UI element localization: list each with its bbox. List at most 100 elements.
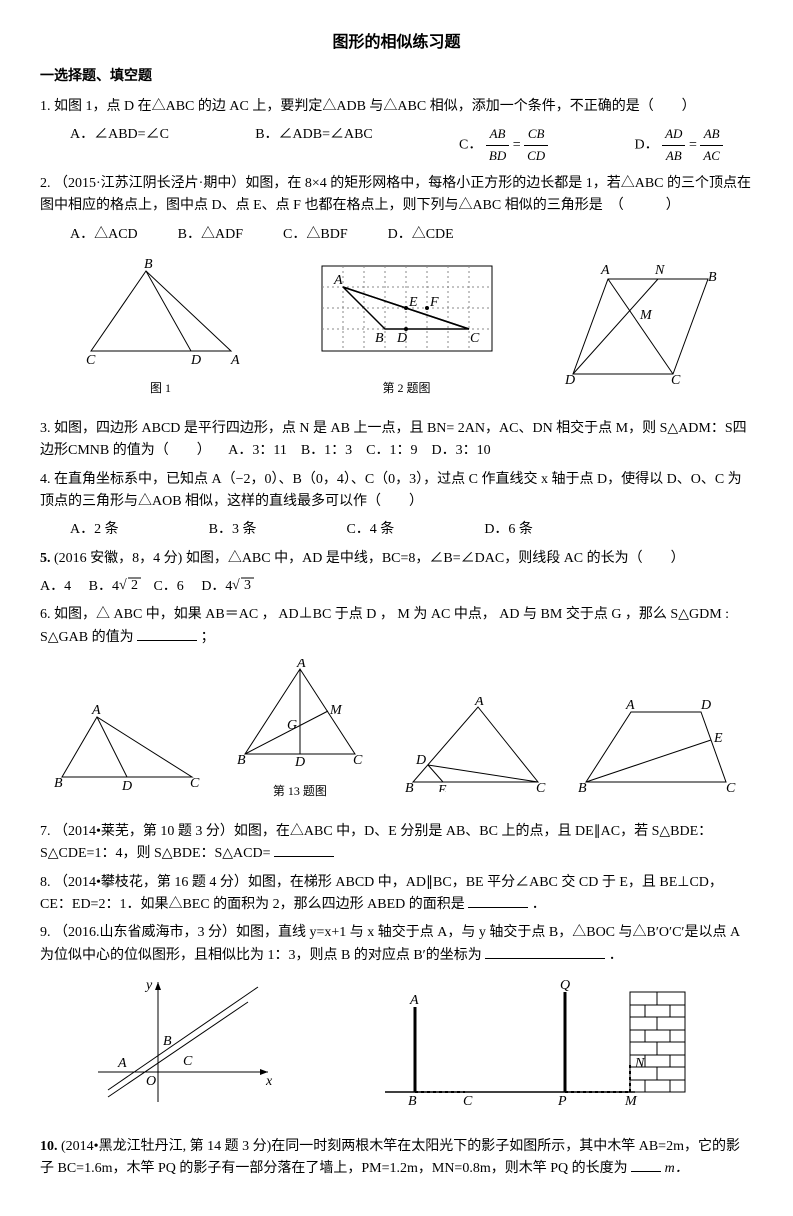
q4-optD: D．6 条 [484, 519, 533, 541]
fig-q10-svg: ABC QPMN [375, 977, 705, 1107]
q10-unit: m． [665, 1161, 689, 1176]
svg-text:A: A [474, 697, 484, 709]
svg-text:C: C [463, 1094, 473, 1107]
fig-q10: ABC QPMN [375, 977, 705, 1115]
q4-optA: A．2 条 [70, 519, 119, 541]
q1-num: 1. [40, 99, 51, 114]
frac-n: AB [700, 124, 723, 146]
q1: 1. 如图 1，点 D 在△ABC 的边 AC 上，要判定△ADB 与△ABC … [40, 96, 753, 118]
q4-options: A．2 条 B．3 条 C．4 条 D．6 条 [70, 519, 753, 541]
frac-n: AB [486, 124, 509, 146]
fig-q9-svg: Oxy ABC [88, 977, 278, 1107]
svg-text:P: P [557, 1094, 567, 1107]
q7-blank [274, 856, 334, 857]
frac-d: BD [486, 146, 509, 167]
figure-row-2: ABDC ABDC MG 第 13 题图 ABC DE ADBCE [40, 659, 753, 801]
section-heading: 一选择题、填空题 [40, 66, 753, 88]
q2-text: （2015·江苏江阴长泾片·期中）如图，在 8×4 的矩形网格中，每格小正方形的… [40, 176, 751, 213]
q2-options: A．△ACD B．△ADF C．△BDF D．△CDE [70, 224, 753, 246]
svg-text:N: N [634, 1056, 645, 1071]
q2-optB: B．△ADF [178, 224, 243, 246]
svg-text:A: A [296, 659, 306, 671]
svg-text:B: B [708, 270, 717, 285]
q2-optD: D．△CDE [388, 224, 454, 246]
fig3-svg: ANB DCM [563, 259, 723, 389]
q1-text: 如图 1，点 D 在△ABC 的边 AC 上，要判定△ADB 与△ABC 相似，… [54, 99, 696, 114]
frac-n: CB [524, 124, 548, 146]
doc-title: 图形的相似练习题 [40, 30, 753, 56]
svg-text:M: M [624, 1094, 638, 1107]
svg-text:C: C [726, 781, 736, 792]
svg-text:D: D [121, 779, 132, 792]
frac-d: CD [524, 146, 548, 167]
q5-text: (2016 安徽，8，4 分) 如图，△ABC 中，AD 是中线，BC=8，∠B… [54, 551, 685, 566]
svg-text:A: A [625, 698, 635, 713]
q5b1: B．4 [89, 579, 119, 594]
svg-text:D: D [396, 331, 407, 346]
svg-text:A: A [600, 263, 610, 278]
q10-num: 10. [40, 1139, 58, 1154]
svg-text:O: O [146, 1074, 156, 1089]
fig3-parallelogram: ANB DCM [563, 259, 723, 397]
svg-text:x: x [265, 1074, 273, 1089]
q5: 5. (2016 安徽，8，4 分) 如图，△ABC 中，AD 是中线，BC=8… [40, 548, 753, 570]
svg-text:D: D [564, 373, 575, 388]
q3-optC: C．1：9 [366, 443, 417, 458]
frac-d: AB [662, 146, 685, 167]
sqv: 2 [131, 578, 138, 592]
q1-optC-pre: C． [459, 138, 482, 153]
q1-options: A．∠ABD=∠C B．∠ADB=∠ABC C． ABBD = CBCD D． … [70, 124, 723, 167]
q9-text: （2016.山东省威海市，3 分）如图，直线 y=x+1 与 x 轴交于点 A，… [40, 925, 739, 962]
q7-text: （2014•莱芜，第 10 题 3 分）如图，在△ABC 中，D、E 分别是 A… [40, 824, 712, 861]
svg-text:C: C [536, 781, 546, 792]
svg-text:E: E [713, 731, 723, 746]
svg-text:D: D [700, 698, 711, 713]
q10-blank [631, 1171, 661, 1172]
svg-text:√: √ [119, 578, 127, 592]
q5-optC: C．6 [153, 579, 183, 594]
svg-text:A: A [117, 1056, 127, 1071]
q8-num: 8. [40, 875, 51, 890]
frac-d: AC [700, 146, 723, 167]
fig2-label: 第 2 题图 [312, 379, 502, 398]
q9-post: ． [609, 948, 623, 963]
svg-text:D: D [415, 753, 426, 768]
fig-q7: ABC DE [398, 697, 548, 800]
svg-text:N: N [654, 263, 665, 278]
q5-optA: A．4 [40, 579, 71, 594]
svg-text:C: C [671, 373, 681, 388]
q4: 4. 在直角坐标系中，已知点 A（−2，0）、B（0，4）、C（0，3），过点 … [40, 469, 753, 514]
q2-num: 2. [40, 176, 51, 191]
q4-text: 在直角坐标系中，已知点 A（−2，0）、B（0，4）、C（0，3），过点 C 作… [40, 472, 742, 509]
fig-q6-label: 第 13 题图 [225, 782, 375, 801]
fig-q8-svg: ADBCE [571, 697, 741, 792]
fig-q5-svg: ABDC [52, 702, 202, 792]
fig-q6: ABDC MG 第 13 题图 [225, 659, 375, 801]
q4-optC: C．4 条 [346, 519, 394, 541]
svg-text:Q: Q [560, 978, 570, 993]
svg-text:√: √ [232, 578, 240, 592]
q5-num: 5. [40, 551, 51, 566]
q6-semi: ； [201, 630, 215, 645]
q1-optA: A．∠ABD=∠C [70, 124, 169, 167]
svg-text:3: 3 [244, 578, 251, 592]
q6-num: 6. [40, 607, 51, 622]
svg-text:F: F [429, 295, 439, 310]
q4-num: 4. [40, 472, 51, 487]
q6-blank [137, 640, 197, 641]
svg-text:A: A [409, 993, 419, 1008]
svg-text:B: B [54, 776, 63, 791]
q5-optB: B．4√ 2 [89, 579, 143, 594]
q8: 8. （2014•攀枝花，第 16 题 4 分）如图，在梯形 ABCD 中，AD… [40, 872, 753, 917]
q7: 7. （2014•莱芜，第 10 题 3 分）如图，在△ABC 中，D、E 分别… [40, 821, 753, 866]
q9-blank [485, 958, 605, 959]
svg-text:C: C [470, 331, 480, 346]
svg-text:E: E [437, 783, 447, 792]
svg-text:A: A [230, 353, 240, 366]
q10: 10. (2014•黑龙江牡丹江, 第 14 题 3 分)在同一时刻两根木竿在太… [40, 1136, 753, 1181]
q9: 9. （2016.山东省威海市，3 分）如图，直线 y=x+1 与 x 轴交于点… [40, 922, 753, 967]
svg-text:B: B [237, 753, 246, 768]
fig2-svg: ABC DEF [312, 256, 502, 366]
fig-q7-svg: ABC DE [398, 697, 548, 792]
q1-optC: C． ABBD = CBCD [459, 124, 548, 167]
